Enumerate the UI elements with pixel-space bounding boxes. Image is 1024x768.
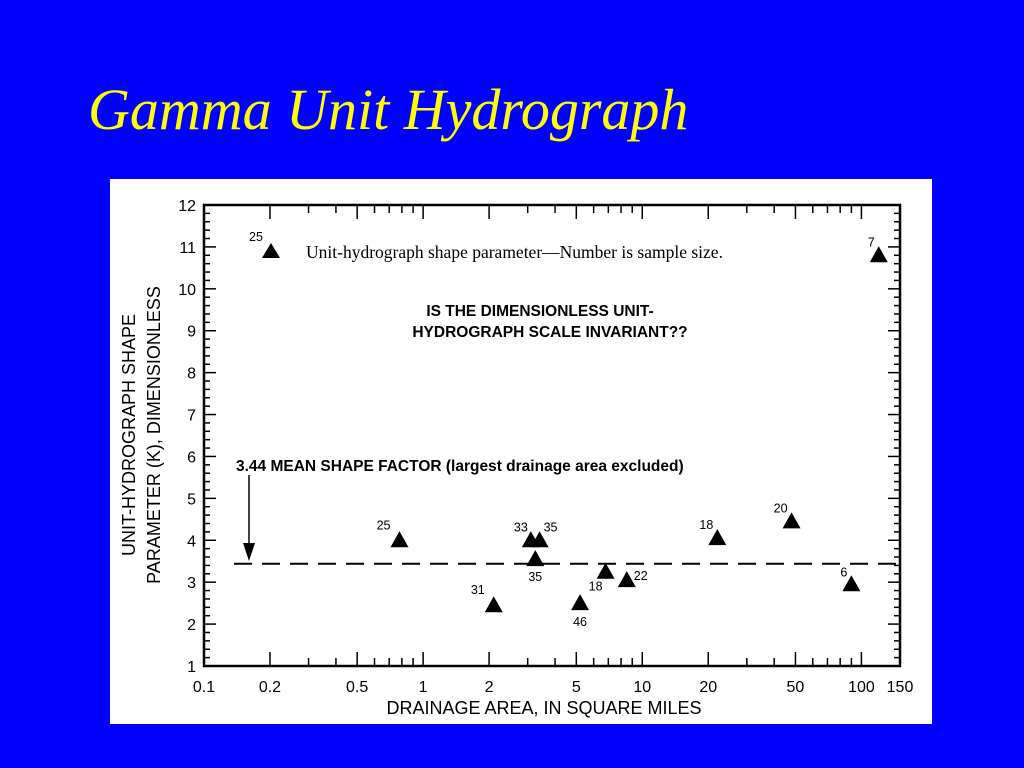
x-tick-label: 20 — [699, 679, 717, 696]
data-point-label: 31 — [471, 583, 485, 597]
y-tick-label: 4 — [187, 533, 196, 550]
x-axis-title: DRAINAGE AREA, IN SQUARE MILES — [386, 698, 701, 718]
y-tick-label: 1 — [187, 659, 196, 676]
data-point-triangle — [530, 531, 549, 548]
data-point-triangle — [390, 531, 409, 548]
mean-line-label-bold: 3.44 MEAN SHAPE FACTOR — [236, 458, 442, 475]
data-point-triangle — [842, 575, 861, 592]
x-tick-label: 150 — [887, 679, 914, 696]
y-axis-title-line1: UNIT-HYDROGRAPH SHAPE — [119, 314, 139, 556]
data-point-label: 35 — [544, 520, 558, 534]
x-tick-label: 100 — [848, 679, 875, 696]
data-point-label: 46 — [573, 615, 587, 629]
data-points: 25 31 33 35 35 46 18 22 18 20 6 7 — [377, 235, 888, 629]
x-tick-labels: 0.1 0.2 0.5 1 2 5 10 20 50 100 150 — [193, 679, 914, 696]
data-point-label: 20 — [774, 501, 788, 515]
x-tick-label: 1 — [419, 679, 428, 696]
data-point-label: 7 — [868, 235, 875, 249]
data-point-triangle — [526, 550, 545, 567]
data-point-label: 33 — [514, 520, 528, 534]
y-tick-label: 7 — [187, 408, 196, 425]
y-tick-label: 3 — [187, 575, 196, 592]
data-point-triangle — [708, 529, 727, 546]
annotation-line1: IS THE DIMENSIONLESS UNIT- — [426, 303, 653, 320]
chart: 0.1 0.2 0.5 1 2 5 10 20 50 100 150 123456789101112… — [119, 198, 914, 718]
y-tick-label: 11 — [179, 240, 196, 257]
chart-panel: 0.1 0.2 0.5 1 2 5 10 20 50 100 150 1 2 3 4 5 6 7 8 9 10 11 12… — [110, 179, 932, 724]
data-point-triangle — [484, 596, 503, 613]
data-point-label: 18 — [699, 518, 713, 532]
legend-text: Unit-hydrograph shape parameter—Number i… — [306, 242, 723, 262]
y-axis-title-line2: PARAMETER (K), DIMENSIONLESS — [144, 286, 164, 584]
legend-triangle-marker — [262, 243, 280, 258]
data-point-label: 22 — [634, 569, 648, 583]
data-point-label: 6 — [840, 565, 847, 579]
data-point-triangle — [782, 512, 801, 529]
plot-frame — [202, 203, 902, 668]
x-tick-label: 0.5 — [346, 679, 368, 696]
data-point-label: 18 — [589, 580, 603, 594]
y-tick-label: 8 — [187, 366, 196, 383]
x-tick-label: 10 — [633, 679, 651, 696]
x-tick-label: 5 — [572, 679, 581, 696]
y-tick-label: 10 — [178, 282, 196, 299]
data-point-triangle — [869, 246, 888, 263]
annotation-line2: HYDROGRAPH SCALE INVARIANT?? — [412, 324, 687, 341]
y-tick-label: 2 — [187, 617, 196, 634]
mean-line-label-rest: (largest drainage area excluded) — [442, 458, 684, 475]
y-tick-label: 12 — [178, 198, 196, 215]
y-tick-label: 5 — [187, 491, 196, 508]
slide-title: Gamma Unit Hydrograph — [88, 77, 689, 142]
legend-sample-size: 25 — [249, 230, 263, 244]
data-point-label: 25 — [377, 518, 391, 532]
x-tick-label: 0.1 — [193, 679, 215, 696]
tick-marks — [203, 204, 901, 667]
y-tick-label: 9 — [187, 324, 196, 341]
y-tick-label: 6 — [187, 449, 196, 466]
data-point-triangle — [571, 594, 590, 611]
data-point-triangle — [596, 562, 615, 579]
data-point-triangle — [617, 571, 636, 588]
x-tick-label: 0.2 — [259, 679, 281, 696]
x-tick-label: 2 — [485, 679, 494, 696]
x-tick-label: 50 — [787, 679, 805, 696]
mean-line-arrow-head — [243, 543, 255, 561]
mean-line-label: 3.44 MEAN SHAPE FACTOR (largest drainage… — [236, 458, 684, 475]
data-point-label: 35 — [528, 570, 542, 584]
